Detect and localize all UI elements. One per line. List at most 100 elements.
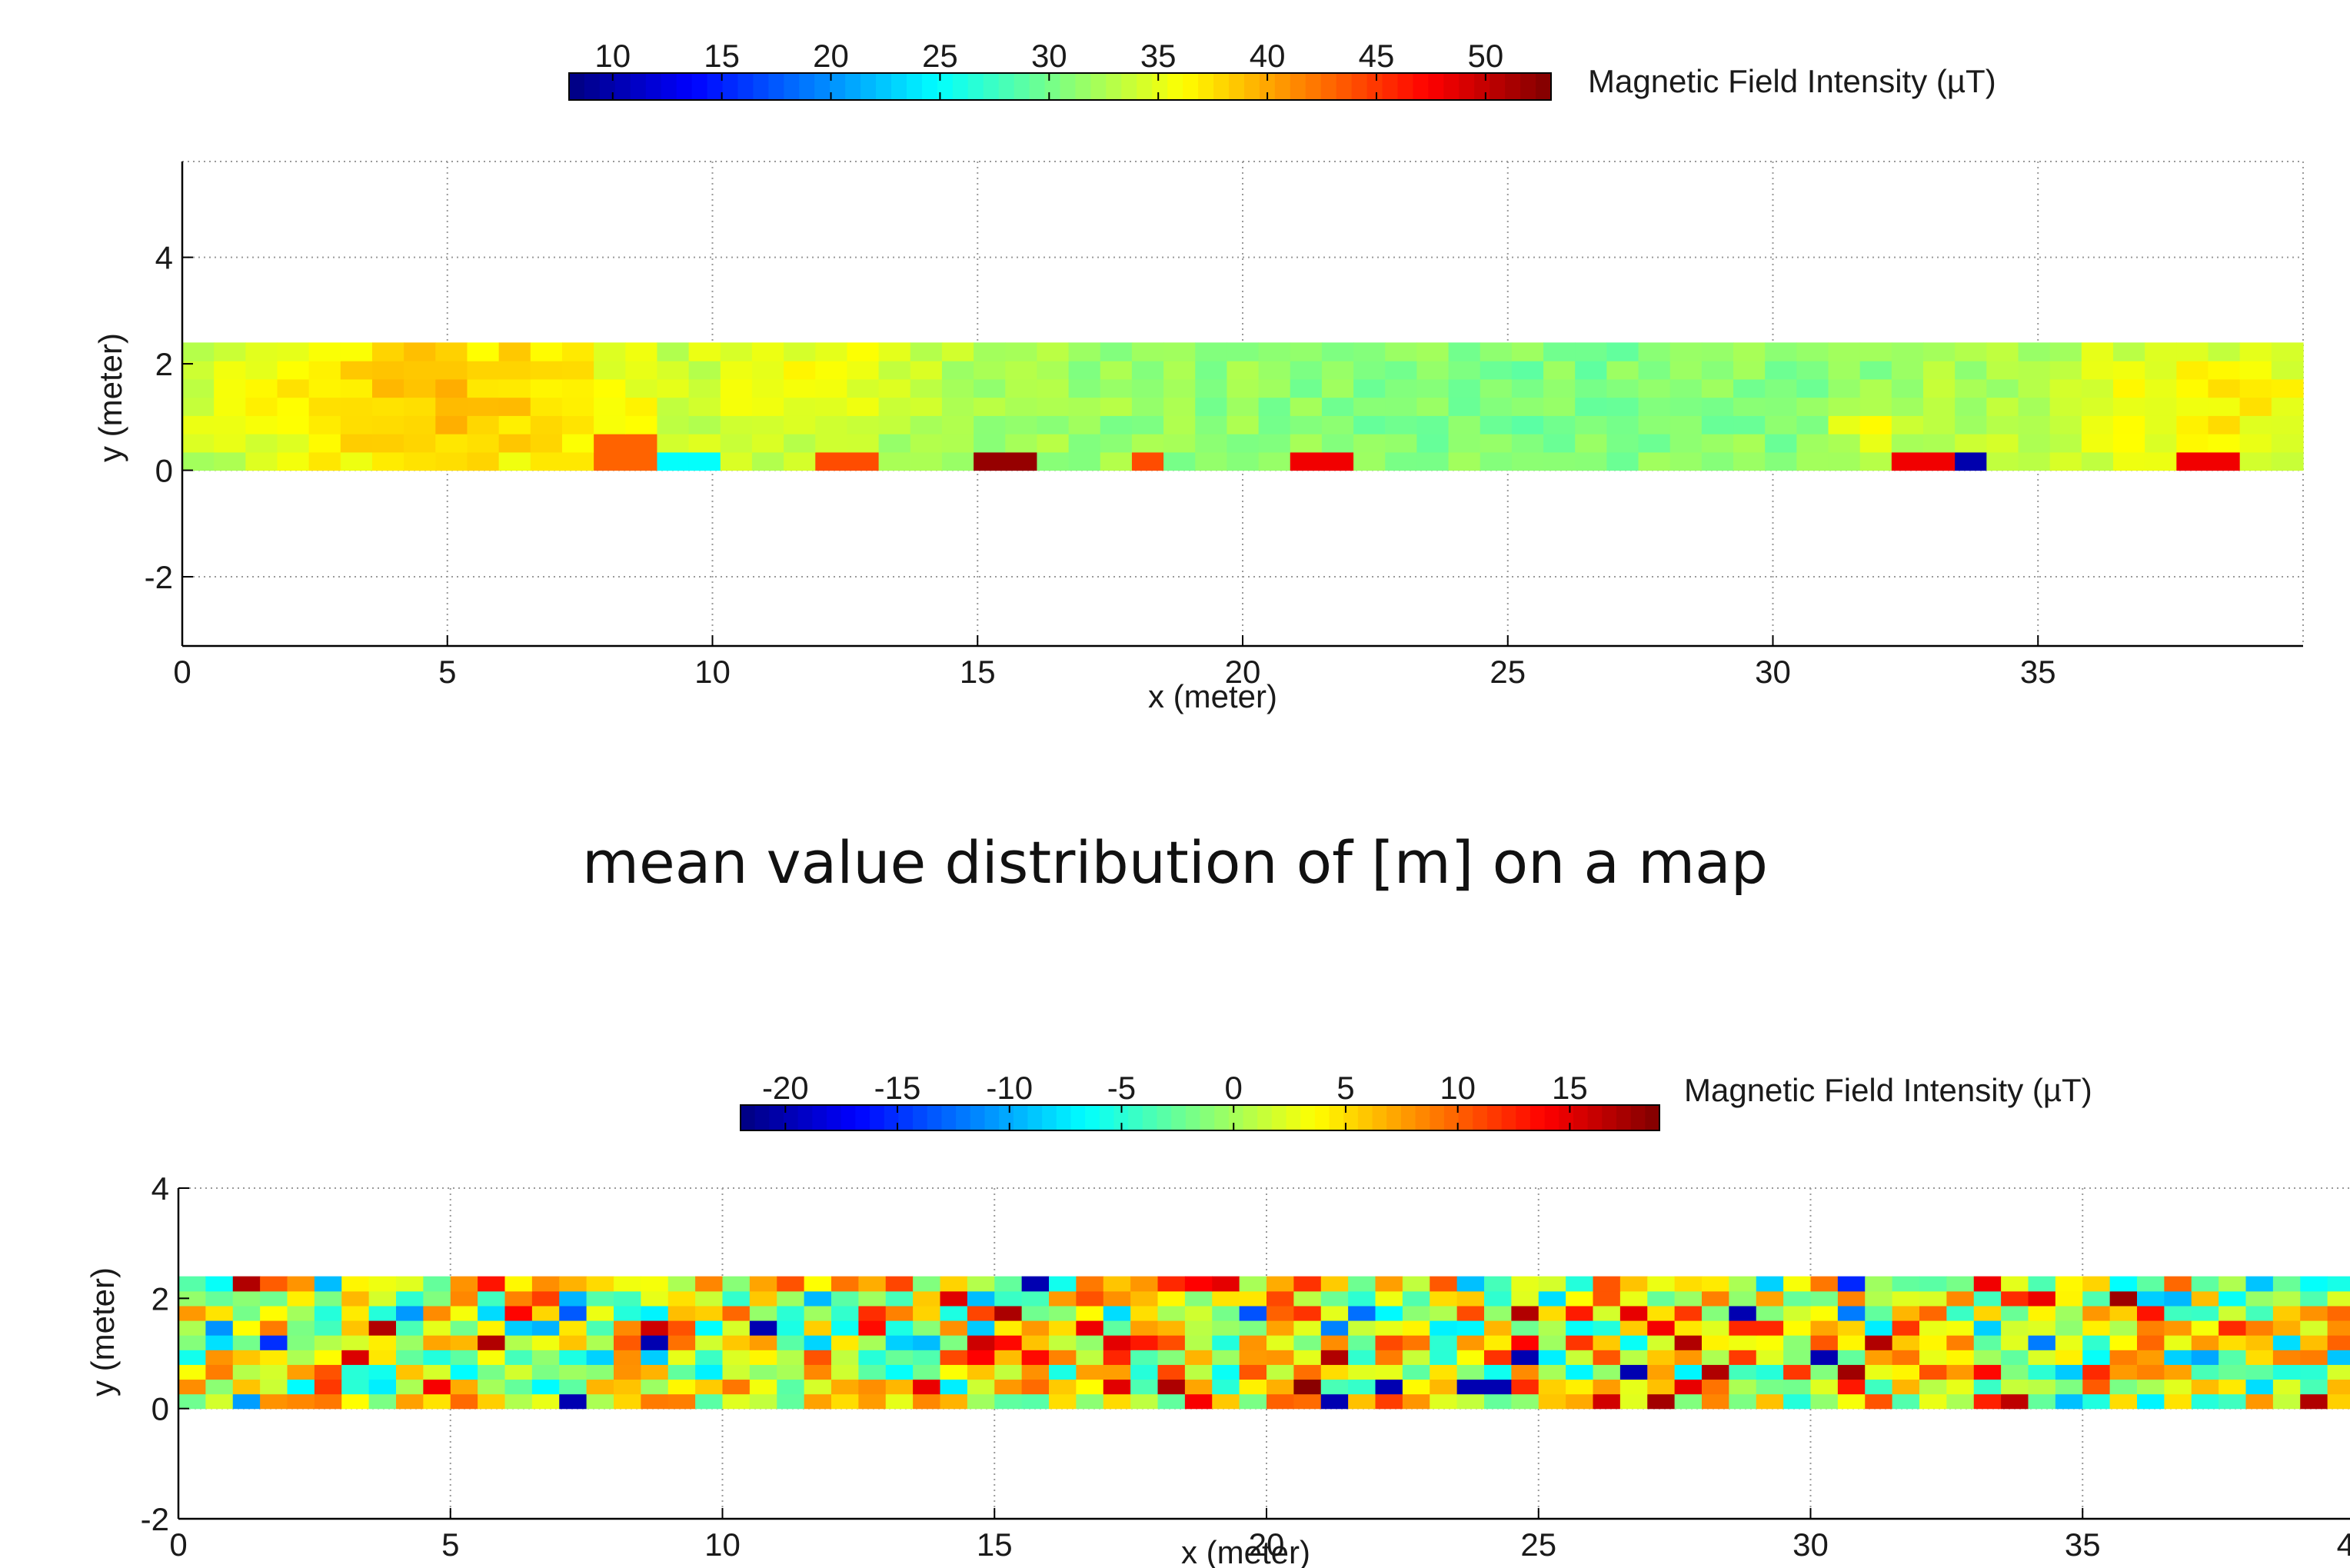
heatmap-cell — [1955, 451, 1987, 471]
colorbar-segment — [584, 73, 601, 100]
colorbar-segment — [1520, 73, 1536, 100]
heatmap-cell — [2055, 1290, 2083, 1307]
heatmap-cell — [2001, 1276, 2029, 1292]
heatmap-cell — [1348, 1335, 1376, 1350]
heatmap-cell — [688, 434, 721, 453]
heatmap-cell — [260, 1393, 288, 1410]
colorbar-segment — [1183, 73, 1199, 100]
heatmap-cell — [1385, 415, 1418, 434]
heatmap-cell — [371, 451, 404, 471]
heatmap-cell — [2082, 1276, 2111, 1292]
heatmap-cell — [1103, 1335, 1131, 1350]
x-tick-label: 25 — [1520, 1526, 1556, 1563]
heatmap-cell — [232, 1364, 261, 1380]
heatmap-cell — [815, 434, 848, 453]
heatmap-cell — [2028, 1350, 2056, 1365]
heatmap-cell — [2028, 1320, 2056, 1336]
heatmap-cell — [1037, 361, 1070, 380]
heatmap-cell — [1796, 434, 1829, 453]
heatmap-cell — [1919, 1393, 1947, 1410]
heatmap-cell — [1239, 1364, 1267, 1380]
heatmap-cell — [1480, 378, 1513, 398]
heatmap-cell — [722, 1379, 751, 1395]
heatmap-cell — [657, 397, 690, 416]
heatmap-cell — [2055, 1350, 2083, 1365]
heatmap-cell — [641, 1393, 669, 1410]
heatmap-cell — [1837, 1364, 1866, 1380]
heatmap-cell — [2300, 1350, 2328, 1365]
heatmap-cell — [2109, 1320, 2138, 1336]
heatmap-cell — [1828, 378, 1861, 398]
colorbar-segment — [1544, 1105, 1560, 1130]
heatmap-cell — [1986, 378, 2019, 398]
heatmap-cell — [1796, 397, 1829, 416]
heatmap-cell — [1638, 361, 1671, 380]
heatmap-cell — [749, 1350, 777, 1365]
colorbar-tick-label: -20 — [762, 1070, 809, 1106]
heatmap-cell — [994, 1350, 1023, 1365]
heatmap-cell — [2113, 434, 2145, 453]
heatmap-cell — [1756, 1350, 1784, 1365]
heatmap-cell — [1973, 1276, 2002, 1292]
heatmap-cell — [178, 1276, 206, 1292]
heatmap-cell — [2113, 415, 2145, 434]
heatmap-cell — [1049, 1350, 1077, 1365]
heatmap-cell — [1131, 342, 1164, 361]
heatmap-cell — [559, 1276, 588, 1292]
colorbar-frame — [740, 1104, 1660, 1131]
colorbar-segment — [1070, 1105, 1086, 1130]
heatmap-cell — [232, 1276, 261, 1292]
colorbar-segment — [860, 73, 877, 100]
heatmap-cell — [641, 1276, 669, 1292]
heatmap-cell — [594, 397, 626, 416]
heatmap-cell — [2145, 397, 2177, 416]
heatmap-cell — [2272, 1393, 2301, 1410]
heatmap-cell — [2081, 378, 2114, 398]
heatmap-cell — [1212, 1290, 1240, 1307]
heatmap-cell — [2109, 1335, 2138, 1350]
heatmap-cell — [1674, 1364, 1703, 1380]
heatmap-cell — [1796, 451, 1829, 471]
heatmap-cell — [751, 361, 784, 380]
heatmap-cell — [1647, 1364, 1676, 1380]
colorbar-segment — [1630, 1105, 1646, 1130]
heatmap-cell — [1021, 1364, 1050, 1380]
heatmap-cell — [625, 361, 658, 380]
heatmap-cell — [695, 1305, 724, 1321]
heatmap-cell — [478, 1350, 506, 1365]
heatmap-cell — [1430, 1290, 1458, 1307]
heatmap-cell — [1756, 1305, 1784, 1321]
heatmap-cell — [1163, 415, 1196, 434]
heatmap-cell — [531, 1379, 560, 1395]
heatmap-cell — [1320, 1305, 1349, 1321]
colorbar-segment — [645, 73, 662, 100]
heatmap-cell — [847, 378, 880, 398]
heatmap-cell — [657, 434, 690, 453]
colorbar-segment — [1536, 73, 1552, 100]
heatmap-cell — [2191, 1393, 2219, 1410]
heatmap-cell — [1810, 1335, 1839, 1350]
heatmap-cell — [1484, 1350, 1512, 1365]
heatmap-cell — [2272, 1335, 2301, 1350]
heatmap-cell — [1647, 1335, 1676, 1350]
heatmap-cell — [450, 1379, 478, 1395]
heatmap-cell — [2018, 342, 2051, 361]
heatmap-cell — [287, 1335, 315, 1350]
heatmap-cell — [277, 434, 310, 453]
heatmap-cell — [751, 451, 784, 471]
heatmap-cell — [1810, 1305, 1839, 1321]
heatmap-cell — [2272, 1276, 2301, 1292]
heatmap-cell — [2055, 1364, 2083, 1380]
heatmap-cell — [1021, 1320, 1050, 1336]
colorbar-segment — [1329, 1105, 1345, 1130]
heatmap-cell — [531, 1350, 560, 1365]
heatmap-cell — [1986, 342, 2019, 361]
heatmap-cell — [404, 434, 436, 453]
heatmap-cell — [749, 1290, 777, 1307]
heatmap-cell — [2327, 1379, 2350, 1395]
heatmap-cell — [1021, 1335, 1050, 1350]
colorbar-segment — [1128, 1105, 1143, 1130]
heatmap-cell — [205, 1379, 234, 1395]
heatmap-cell — [1575, 451, 1607, 471]
heatmap-cell — [847, 397, 880, 416]
